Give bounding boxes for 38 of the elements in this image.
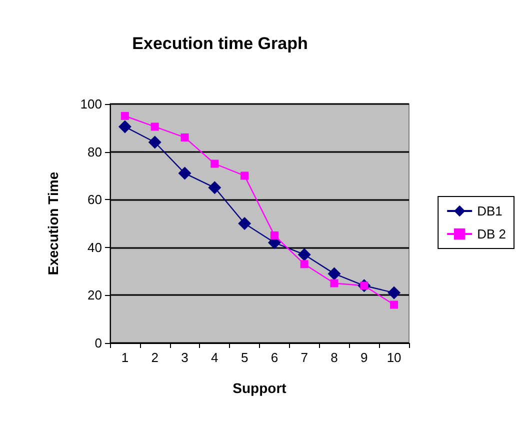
x-tick-label: 6	[270, 350, 278, 365]
point	[388, 286, 401, 300]
point	[178, 166, 192, 180]
point	[238, 217, 252, 230]
x-tick-label: 8	[330, 350, 338, 365]
y-tick-label: 80	[88, 144, 102, 160]
x-tick-label: 7	[300, 350, 308, 365]
point	[298, 248, 311, 262]
point	[330, 279, 338, 288]
point	[328, 267, 341, 280]
y-tick-label: 100	[80, 96, 102, 112]
point	[210, 160, 219, 168]
point	[150, 122, 159, 131]
y-tick-label: 40	[88, 240, 102, 255]
legend-label: DB1	[477, 204, 502, 218]
chart-title: Execution time Graph	[132, 34, 308, 53]
point	[270, 231, 278, 240]
x-tick-label: 5	[240, 350, 248, 365]
y-tick-label: 20	[88, 288, 102, 303]
legend-label: DB 2	[477, 226, 506, 242]
x-tick-label: 10	[386, 350, 402, 365]
point	[118, 120, 132, 134]
point	[300, 260, 308, 268]
point	[180, 133, 189, 142]
x-tick-label: 4	[211, 350, 218, 365]
y-tick-label: 60	[88, 192, 102, 208]
x-tick-label: 2	[151, 350, 158, 365]
x-tick-label: 1	[121, 350, 129, 365]
x-axis-title: Support	[232, 380, 287, 396]
point	[390, 300, 398, 309]
y-axis-title: Execution Time	[45, 172, 61, 276]
point	[240, 172, 249, 180]
y-tick-label: 0	[94, 336, 102, 350]
point	[120, 112, 129, 120]
point	[208, 181, 222, 194]
x-tick-label: 9	[360, 350, 368, 365]
point	[148, 136, 162, 149]
x-tick-label: 3	[181, 350, 188, 365]
